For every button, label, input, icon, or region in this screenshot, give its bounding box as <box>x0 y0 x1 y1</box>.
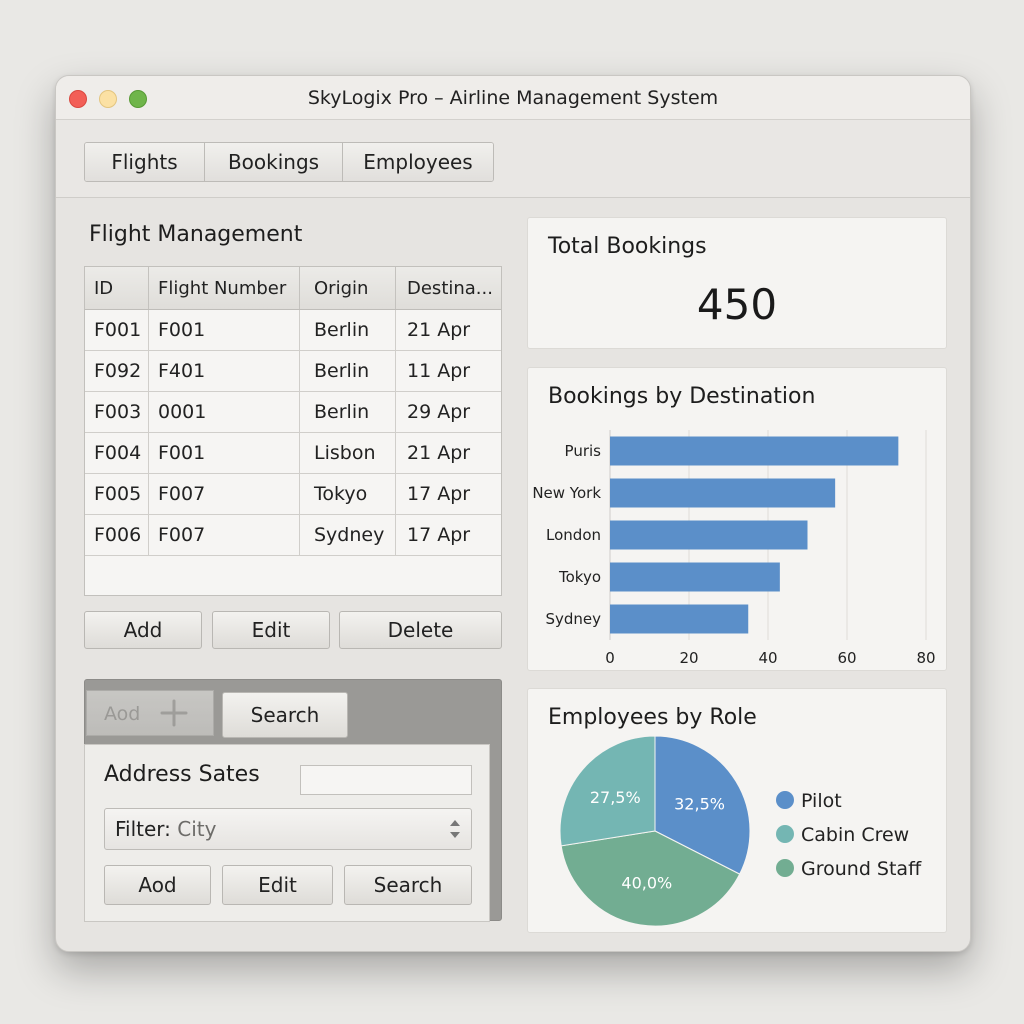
bookings-by-destination-card: Bookings by Destination 0 20 40 60 80 Puris Ne… <box>527 367 947 671</box>
close-window-button[interactable] <box>69 90 87 108</box>
column-header-destination[interactable]: Destina... <box>407 278 493 299</box>
table-row[interactable]: F004 F001 Lisbon 21 Apr <box>85 433 501 474</box>
legend-swatch <box>776 859 794 877</box>
add-flight-button[interactable]: Add <box>84 611 202 649</box>
bar-tokyo[interactable] <box>610 562 780 592</box>
total-bookings-card: Total Bookings 450 <box>527 217 947 349</box>
add-icon <box>160 699 188 727</box>
pie-slice-pilot[interactable] <box>654 735 751 875</box>
bookings-chart-title: Bookings by Destination <box>548 384 816 409</box>
filter-label: Filter: <box>115 817 171 841</box>
column-header-origin[interactable]: Origin <box>300 267 396 309</box>
category-label: Tokyo <box>558 568 601 586</box>
category-label: London <box>546 526 601 544</box>
bar-puris[interactable] <box>610 436 899 466</box>
toolbar: Flights Bookings Employees <box>56 120 970 198</box>
legend-label: Cabin Crew <box>801 824 909 846</box>
x-tick-label: 40 <box>758 649 777 667</box>
legend-label: Ground Staff <box>801 858 922 880</box>
search-address-button[interactable]: Search <box>344 865 472 905</box>
column-header-id[interactable]: ID <box>85 267 149 309</box>
category-label: New York <box>532 484 601 502</box>
tab-employees[interactable]: Employees <box>343 143 493 181</box>
pie-slice-cabin-crew[interactable] <box>559 735 656 847</box>
updown-chevron-icon <box>450 820 460 838</box>
add-address-button[interactable]: Aod <box>104 865 211 905</box>
main-tabs: Flights Bookings Employees <box>84 142 494 182</box>
filter-value: City <box>177 817 217 841</box>
total-bookings-title: Total Bookings <box>548 234 707 259</box>
category-label: Sydney <box>545 610 601 628</box>
edit-address-button[interactable]: Edit <box>222 865 333 905</box>
window-title: SkyLogix Pro – Airline Management System <box>307 87 719 109</box>
tab-flights[interactable]: Flights <box>85 143 205 181</box>
category-label: Puris <box>565 442 602 460</box>
minimize-window-button[interactable] <box>99 90 117 108</box>
address-search-input[interactable] <box>300 765 472 795</box>
table-header: ID Flight Number Origin Destina... <box>85 267 501 310</box>
employees-pie-chart: 32,5% 40,0% 27,5% Pilot Cabin Crew Ground Sta… <box>559 735 922 927</box>
pie-value-label: 32,5% <box>674 795 725 814</box>
x-tick-label: 20 <box>679 649 698 667</box>
legend-swatch <box>776 825 794 843</box>
pie-slice-ground-staff[interactable] <box>560 830 741 927</box>
table-row[interactable]: F003 0001 Berlin 29 Apr <box>85 392 501 433</box>
legend-swatch <box>776 791 794 809</box>
pie-value-label: 27,5% <box>590 788 641 807</box>
bar-london[interactable] <box>610 520 808 550</box>
app-window: SkyLogix Pro – Airline Management System… <box>55 75 971 952</box>
x-tick-label: 60 <box>837 649 856 667</box>
delete-flight-button[interactable]: Delete <box>339 611 502 649</box>
column-header-flight-number[interactable]: Flight Number <box>149 267 300 309</box>
employees-by-role-card: Employees by Role 32,5% 40,0% 27,5% Pilot Ca… <box>527 688 947 933</box>
edit-flight-button[interactable]: Edit <box>212 611 330 649</box>
employees-chart-title: Employees by Role <box>548 705 757 730</box>
bar-new-york[interactable] <box>610 478 836 508</box>
ghost-add-button[interactable]: Aod <box>86 690 214 736</box>
table-row[interactable]: F005 F007 Tokyo 17 Apr <box>85 474 501 515</box>
bookings-bar-chart: 0 20 40 60 80 Puris New York London Tokyo Sydney <box>532 430 936 667</box>
flights-table: ID Flight Number Origin Destina... F001 … <box>84 266 502 596</box>
search-tab-button[interactable]: Search <box>222 692 348 738</box>
filter-select[interactable]: Filter: City <box>104 808 472 850</box>
flight-management-title: Flight Management <box>89 222 303 247</box>
table-row[interactable]: F092 F401 Berlin 11 Apr <box>85 351 501 392</box>
address-panel-title: Address Sates <box>104 762 260 787</box>
legend-label: Pilot <box>801 790 842 812</box>
pie-value-label: 40,0% <box>621 874 672 893</box>
table-row[interactable]: F001 F001 Berlin 21 Apr <box>85 310 501 351</box>
bar-sydney[interactable] <box>610 604 749 634</box>
title-bar: SkyLogix Pro – Airline Management System <box>56 76 970 120</box>
zoom-window-button[interactable] <box>129 90 147 108</box>
total-bookings-value: 450 <box>696 280 778 329</box>
x-tick-label: 0 <box>605 649 615 667</box>
x-tick-label: 80 <box>916 649 935 667</box>
table-row[interactable]: F006 F007 Sydney 17 Apr <box>85 515 501 556</box>
tab-bookings[interactable]: Bookings <box>205 143 343 181</box>
